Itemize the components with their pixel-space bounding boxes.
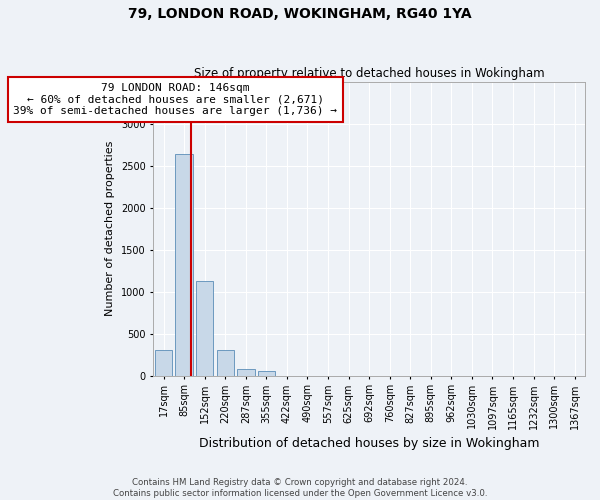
Bar: [237, 369, 254, 376]
Bar: [175, 154, 193, 376]
Bar: [217, 350, 234, 376]
Bar: [196, 281, 214, 376]
Title: Size of property relative to detached houses in Wokingham: Size of property relative to detached ho…: [194, 66, 544, 80]
Text: Contains HM Land Registry data © Crown copyright and database right 2024.
Contai: Contains HM Land Registry data © Crown c…: [113, 478, 487, 498]
Text: 79 LONDON ROAD: 146sqm
← 60% of detached houses are smaller (2,671)
39% of semi-: 79 LONDON ROAD: 146sqm ← 60% of detached…: [13, 83, 337, 116]
Bar: [257, 372, 275, 376]
Bar: [155, 350, 172, 376]
Y-axis label: Number of detached properties: Number of detached properties: [106, 141, 115, 316]
Text: 79, LONDON ROAD, WOKINGHAM, RG40 1YA: 79, LONDON ROAD, WOKINGHAM, RG40 1YA: [128, 8, 472, 22]
X-axis label: Distribution of detached houses by size in Wokingham: Distribution of detached houses by size …: [199, 437, 539, 450]
